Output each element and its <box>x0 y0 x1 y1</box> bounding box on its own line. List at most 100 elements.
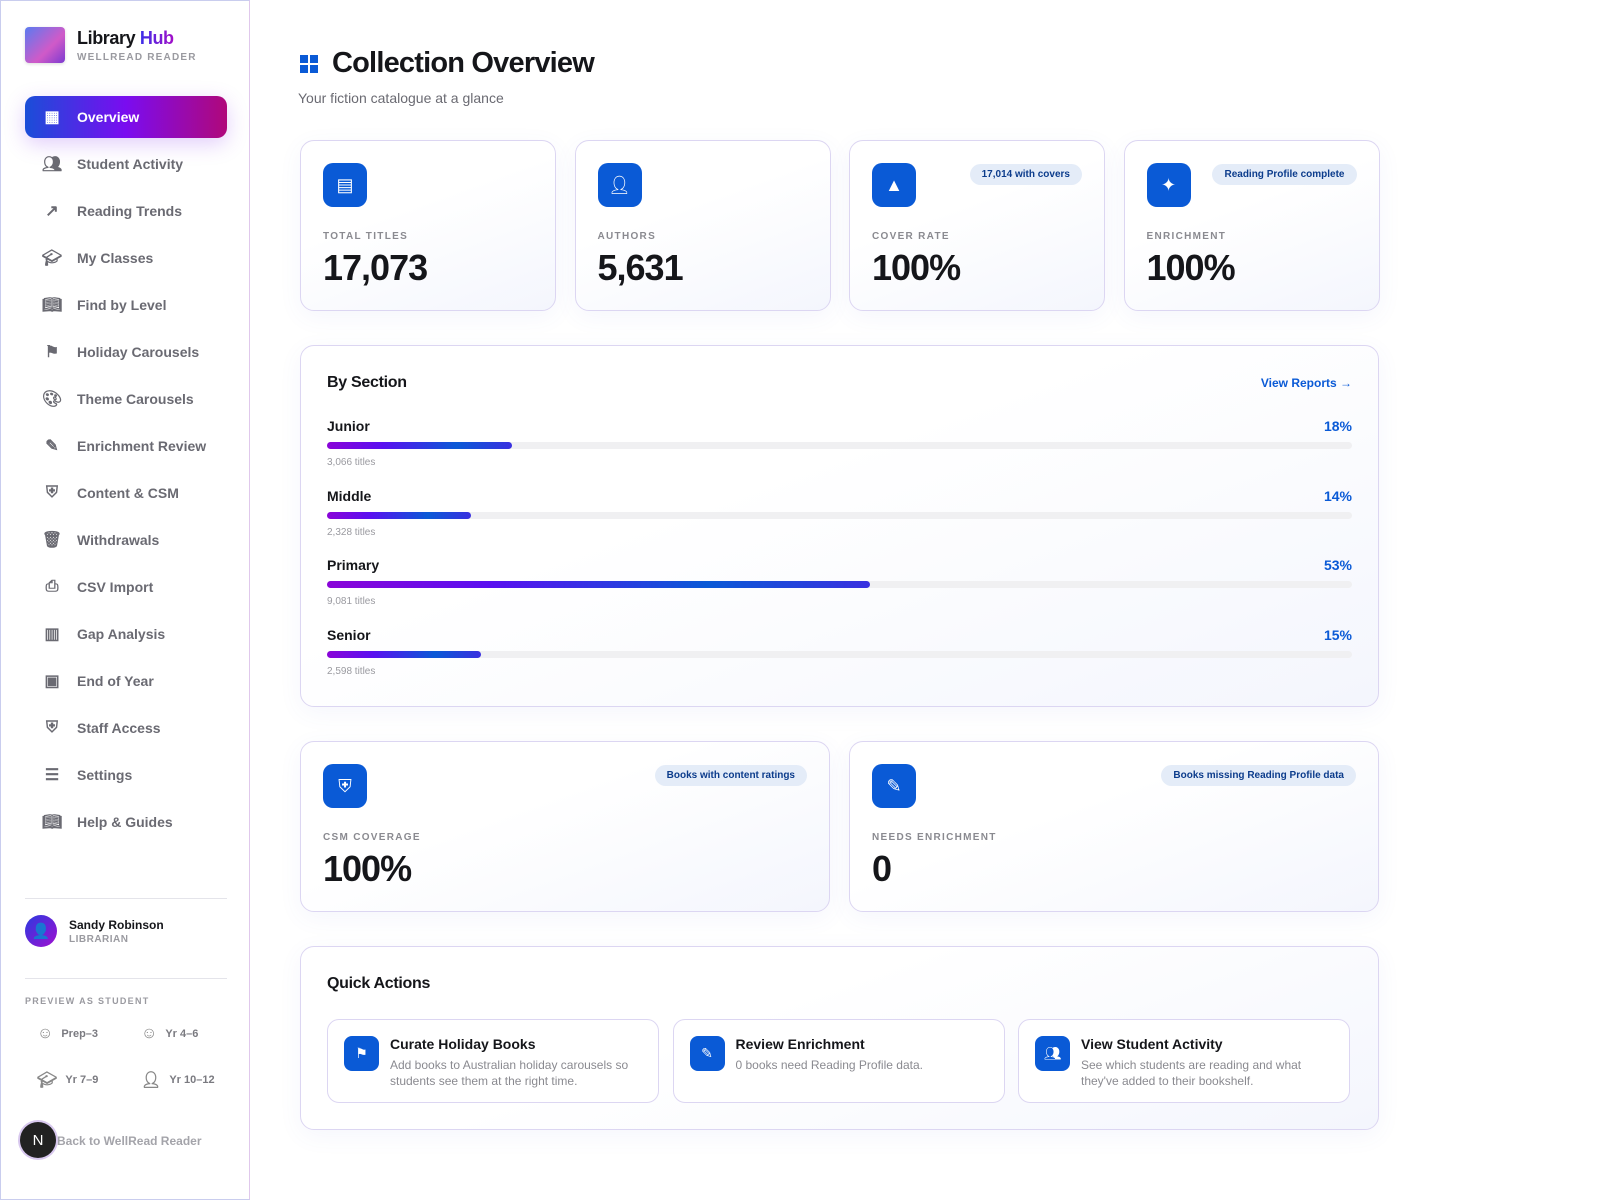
edit-list-icon: ✎ <box>45 438 59 455</box>
sidebar-item-label: Gap Analysis <box>77 626 166 642</box>
sidebar-item-settings[interactable]: ☰ Settings <box>25 754 227 796</box>
child-face-icon: ☺ <box>141 1025 158 1042</box>
avatar: 👤 <box>25 915 57 947</box>
sidebar-item-label: CSV Import <box>77 579 154 595</box>
stat-value: 100% <box>1146 247 1236 288</box>
divider <box>25 978 227 979</box>
coverage-card: ✎ Books missing Reading Profile data NEEDS… <box>849 741 1379 912</box>
sidebar-item-withdrawals[interactable]: 🗑︎ Withdrawals <box>25 519 227 561</box>
preview-option-label: Yr 7–9 <box>65 1074 99 1086</box>
divider <box>25 898 227 899</box>
preview-yr-7-9[interactable]: 🎓︎ Yr 7–9 <box>37 1070 98 1090</box>
stat-value: 17,073 <box>323 247 428 288</box>
back-to-wellread-link[interactable]: Back to WellRead Reader <box>57 1134 202 1148</box>
stat-badge: Reading Profile complete <box>1212 164 1357 185</box>
sidebar-item-my-classes[interactable]: 🎓︎ My Classes <box>25 237 227 279</box>
sidebar-item-end-of-year[interactable]: ▣ End of Year <box>25 660 227 702</box>
smiley-icon: ☺ <box>37 1025 54 1042</box>
section-progress-track <box>327 581 1352 588</box>
sidebar-item-label: My Classes <box>77 250 154 266</box>
quick-action-view-student-activity[interactable]: 👥︎ View Student Activity See which student… <box>1018 1019 1350 1103</box>
section-name: Primary <box>327 557 380 573</box>
section-percent: 14% <box>1323 487 1352 504</box>
sidebar-item-label: End of Year <box>77 673 154 689</box>
sidebar-item-label: Reading Trends <box>77 203 183 219</box>
sidebar: Library Hub WELLREAD READER ▦ Overview 👥︎ S… <box>0 0 250 1200</box>
person-icon: 👤︎ <box>141 1072 162 1089</box>
preview-option-label: Prep–3 <box>61 1028 99 1040</box>
dev-tools-button[interactable]: N <box>20 1122 56 1158</box>
trending-up-icon: ↗ <box>45 203 59 220</box>
edit-list-icon: ✎ <box>689 1036 725 1071</box>
sidebar-item-reading-trends[interactable]: ↗ Reading Trends <box>25 190 227 232</box>
sidebar-item-label: Holiday Carousels <box>77 344 200 360</box>
quick-action-description: 0 books need Reading Profile data. <box>735 1058 923 1072</box>
sidebar-item-find-by-level[interactable]: 📖︎ Find by Level <box>25 284 227 326</box>
section-name: Senior <box>327 626 371 643</box>
page-subtitle: Your fiction catalogue at a glance <box>298 90 504 106</box>
quick-action-title: Curate Holiday Books <box>390 1036 536 1052</box>
sidebar-item-content-csm[interactable]: ⛨ Content & CSM <box>25 472 227 514</box>
user-role: LIBRARIAN <box>69 933 129 945</box>
sidebar-item-enrichment-review[interactable]: ✎ Enrichment Review <box>25 425 227 467</box>
preview-yr-4-6[interactable]: ☺ Yr 4–6 <box>141 1025 198 1043</box>
sidebar-item-theme-carousels[interactable]: 🎨︎ Theme Carousels <box>25 378 227 420</box>
preview-yr-10-12[interactable]: 👤︎ Yr 10–12 <box>141 1070 215 1090</box>
sidebar-item-overview[interactable]: ▦ Overview <box>25 96 227 138</box>
by-section-card: By Section View Reports → Junior 18% 3,066… <box>300 345 1379 707</box>
quick-action-review-enrichment[interactable]: ✎ Review Enrichment 0 books need Reading P… <box>672 1019 1005 1103</box>
section-name: Junior <box>327 418 370 434</box>
palette-icon: 🎨︎ <box>41 391 63 408</box>
quick-action-curate-holiday-books[interactable]: ⚑ Curate Holiday Books Add books to Austra… <box>327 1019 659 1103</box>
section-progress-track <box>327 442 1352 449</box>
quick-actions-title: Quick Actions <box>327 975 431 992</box>
people-icon: 👥︎ <box>1035 1036 1070 1071</box>
coverage-card: ⛨ Books with content ratings CSM COVERAGE 1… <box>300 741 830 912</box>
section-progress-track <box>327 650 1352 658</box>
stat-card: 👤︎ AUTHORS 5,631 <box>574 140 831 311</box>
user-profile[interactable]: 👤 Sandy Robinson LIBRARIAN <box>25 915 164 947</box>
section-row: Middle 14% 2,328 titles <box>327 488 1352 538</box>
person-icon: 👤︎ <box>597 163 642 207</box>
section-progress-fill <box>327 581 871 588</box>
flag-icon: ⚑ <box>344 1036 379 1071</box>
sidebar-item-gap-analysis[interactable]: ▥ Gap Analysis <box>25 613 227 655</box>
brand[interactable]: Library Hub WELLREAD READER <box>25 27 197 63</box>
stat-card: ✦ Reading Profile complete ENRICHMENT 100% <box>1123 140 1380 311</box>
library-hub-logo <box>25 27 65 63</box>
preview-prep-3[interactable]: ☺ Prep–3 <box>37 1025 98 1043</box>
coverage-label: NEEDS ENRICHMENT <box>872 832 997 843</box>
sidebar-item-student-activity[interactable]: 👥︎ Student Activity <box>25 143 227 185</box>
analytics-icon: ▥ <box>44 626 60 643</box>
section-percent: 18% <box>1323 418 1352 434</box>
sidebar-item-help-guides[interactable]: 📖︎ Help & Guides <box>25 801 227 843</box>
calendar-icon: ▣ <box>44 673 60 690</box>
view-reports-link[interactable]: View Reports → <box>1260 376 1352 390</box>
stat-badge: 17,014 with covers <box>969 164 1082 185</box>
section-progress-fill <box>327 511 471 519</box>
section-count: 9,081 titles <box>327 596 376 607</box>
coverage-value: 100% <box>323 848 412 889</box>
shield-icon: ⛨ <box>45 484 58 501</box>
section-progress-track <box>327 511 1352 519</box>
section-percent: 15% <box>1323 626 1352 643</box>
page-title: Collection Overview <box>332 47 595 79</box>
sidebar-item-holiday-carousels[interactable]: ⚑ Holiday Carousels <box>25 331 227 373</box>
sidebar-item-csv-import[interactable]: ⎙ CSV Import <box>25 566 227 608</box>
section-row: Primary 53% 9,081 titles <box>327 557 1352 607</box>
coverage-badge: Books with content ratings <box>654 765 807 786</box>
dashboard-icon <box>300 54 318 73</box>
page-header: Collection Overview <box>300 47 595 80</box>
coverage-label: CSM COVERAGE <box>323 832 421 843</box>
stat-label: ENRICHMENT <box>1146 231 1227 242</box>
graduation-cap-icon: 🎓︎ <box>41 250 63 267</box>
library-books-icon: ▤ <box>323 163 367 207</box>
sparkle-icon: ✦ <box>1146 163 1191 207</box>
sidebar-item-staff-access[interactable]: ⛨ Staff Access <box>25 707 227 749</box>
book-icon: 📖︎ <box>41 814 63 831</box>
quick-action-title: View Student Activity <box>1081 1036 1223 1052</box>
image-icon: ▲ <box>872 163 916 207</box>
section-percent: 53% <box>1323 557 1352 573</box>
brand-subtitle: WELLREAD READER <box>77 51 197 63</box>
sidebar-item-label: Settings <box>77 767 133 783</box>
